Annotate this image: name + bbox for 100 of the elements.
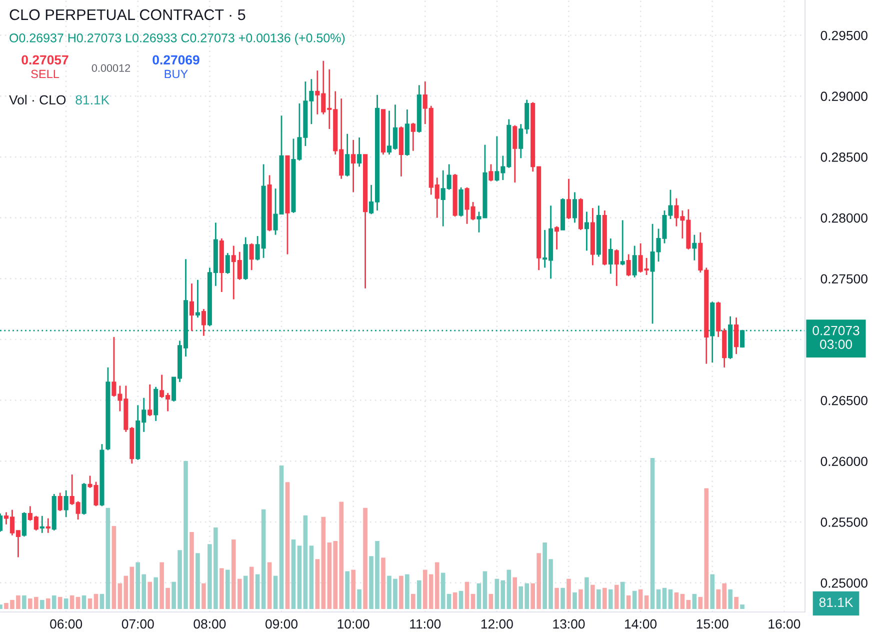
bar — [76, 596, 80, 609]
candlestick — [189, 282, 194, 332]
bar — [118, 583, 122, 609]
candlestick — [148, 384, 152, 417]
bar — [291, 540, 296, 609]
candlestick — [614, 248, 619, 287]
bar — [482, 571, 488, 609]
bar — [405, 574, 410, 609]
text: O0.26937 H0.27073 L0.26933 C0.27073 +0.00136 (+0.50%) — [10, 33, 345, 45]
y-tick-label: 0.25500 — [820, 518, 868, 527]
bar — [680, 594, 685, 609]
bar — [40, 600, 44, 609]
bar — [686, 600, 691, 609]
bar — [650, 458, 655, 609]
bar — [440, 572, 446, 609]
bar — [560, 588, 565, 609]
bar — [351, 570, 356, 609]
bar — [512, 577, 518, 609]
candlestick — [345, 133, 350, 178]
x-tick-label: 13:00 — [553, 619, 585, 629]
chart-title: Vol · CLO — [9, 94, 66, 105]
candlestick — [512, 124, 518, 184]
bar — [452, 592, 458, 609]
bar — [740, 604, 744, 609]
candlestick — [620, 220, 625, 266]
bar — [220, 568, 224, 609]
bar — [554, 588, 559, 609]
bar — [303, 515, 308, 609]
candlestick — [195, 279, 200, 318]
bar — [590, 584, 595, 609]
y-tick-label: 0.26500 — [820, 396, 868, 406]
bar — [154, 577, 158, 609]
bar — [620, 582, 625, 609]
bar — [638, 589, 643, 609]
y-tick-label: 0.25000 — [820, 578, 868, 588]
candlestick — [692, 234, 697, 262]
bar — [273, 576, 278, 609]
bar — [297, 546, 302, 609]
bar — [285, 482, 290, 609]
bar — [94, 594, 98, 609]
bar — [52, 595, 56, 609]
candlestick — [351, 139, 356, 193]
bar — [64, 598, 68, 609]
bar — [584, 577, 589, 609]
candlestick — [22, 512, 26, 538]
bar — [626, 595, 631, 609]
bar — [88, 598, 92, 609]
candlestick — [632, 245, 637, 278]
bar — [596, 589, 601, 609]
bar — [458, 590, 464, 609]
bar — [58, 596, 62, 609]
candlestick — [608, 238, 613, 274]
y-tick-label: 0.26000 — [820, 456, 868, 466]
x-tick-label: 12:00 — [481, 619, 513, 629]
bar — [446, 594, 452, 609]
x-tick-label: 09:00 — [266, 619, 298, 629]
bar — [202, 583, 206, 609]
bar — [399, 576, 404, 609]
bar — [602, 588, 607, 609]
bar — [572, 592, 577, 609]
annotation: BUY — [164, 70, 188, 78]
candlestick — [626, 254, 631, 277]
candlestick — [249, 242, 254, 271]
bar — [267, 562, 272, 609]
bar — [416, 580, 422, 609]
annotation: 0.27057 — [22, 55, 68, 65]
bar — [578, 589, 583, 609]
y-tick-label: 0.28000 — [820, 213, 868, 223]
candlestick — [554, 226, 560, 250]
candlestick — [46, 518, 50, 534]
x-tick-label: 08:00 — [194, 619, 226, 629]
bar — [190, 532, 194, 609]
bar — [464, 582, 470, 609]
bar — [728, 589, 732, 609]
candlestick — [40, 515, 44, 534]
x-tick-label: 10:00 — [338, 619, 370, 629]
bar — [357, 589, 362, 609]
x-tick-label: 14:00 — [625, 619, 657, 629]
y-tick-label: 0.28500 — [820, 152, 868, 162]
bar — [566, 578, 571, 609]
candlestick — [488, 164, 494, 182]
bar — [494, 578, 500, 609]
candlestick — [225, 252, 230, 274]
bar — [381, 558, 386, 609]
bar — [225, 570, 230, 609]
y-tick-label: 0.29500 — [820, 30, 868, 40]
bar — [410, 594, 416, 609]
bar — [608, 589, 613, 609]
bar — [100, 594, 104, 609]
annotation: 0.27069 — [152, 55, 200, 65]
bar — [196, 553, 200, 609]
x-tick-label: 11:00 — [410, 619, 441, 629]
bar — [345, 571, 350, 609]
chart-title: CLO PERPETUAL CONTRACT · 5 — [10, 9, 246, 20]
text: 81.1K — [819, 598, 854, 608]
bar — [243, 576, 248, 609]
bar — [668, 589, 673, 609]
bar — [255, 574, 260, 609]
bar — [488, 594, 494, 609]
y-tick-label: 0.27500 — [820, 274, 868, 284]
